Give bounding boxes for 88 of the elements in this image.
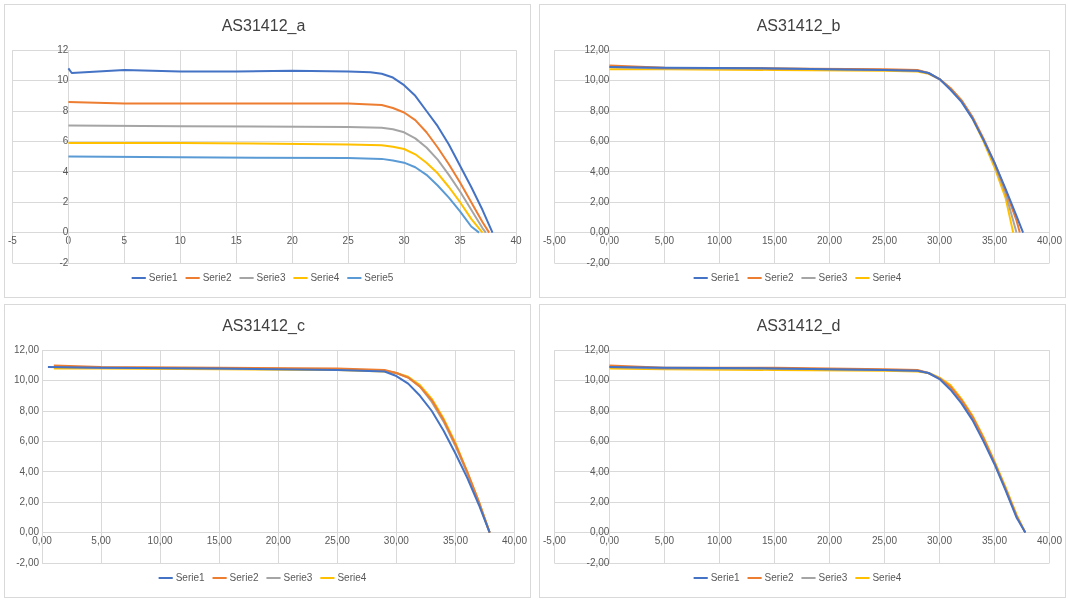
x-tick-label: 10,00: [147, 535, 174, 547]
y-tick-label: 12,00: [584, 43, 610, 55]
y-tick-label: 8: [62, 104, 69, 116]
legend-label: Serie1: [148, 271, 179, 283]
x-tick-label: 15,00: [761, 535, 788, 547]
x-tick-label: 40,00: [501, 535, 528, 547]
legend-label: Serie5: [364, 271, 394, 283]
chart-title: AS31412_a: [221, 17, 306, 36]
y-tick-label: 6,00: [589, 135, 610, 147]
legend-label: Serie2: [202, 271, 232, 283]
y-tick-label: -2,00: [586, 256, 610, 268]
y-tick-label: 4,00: [19, 465, 40, 477]
legend-label: Serie4: [310, 271, 340, 283]
y-tick-label: 6,00: [589, 435, 610, 447]
y-tick-label: 12: [57, 43, 69, 55]
y-tick-label: 8,00: [589, 404, 610, 416]
legend-label: Serie4: [872, 571, 902, 583]
x-tick-label: 5: [121, 235, 128, 247]
x-tick-label: 15: [230, 235, 243, 247]
x-tick-label: 20,00: [265, 535, 292, 547]
x-tick-label: 30,00: [383, 535, 410, 547]
y-tick-label: 0,00: [589, 226, 610, 238]
x-tick-label: 25,00: [871, 535, 898, 547]
legend-label: Serie4: [872, 271, 902, 283]
legend-label: Serie2: [229, 571, 259, 583]
y-tick-label: 6,00: [19, 435, 40, 447]
x-tick-label: 10,00: [706, 535, 733, 547]
y-tick-label: 0,00: [589, 526, 610, 538]
x-tick-label: 40,00: [1036, 235, 1063, 247]
legend-label: Serie4: [337, 571, 367, 583]
x-tick-label: 15,00: [206, 535, 233, 547]
x-tick-label: -5: [7, 235, 18, 247]
x-tick-label: 35,00: [442, 535, 469, 547]
x-tick-label: 30,00: [926, 235, 953, 247]
x-tick-label: 20,00: [816, 235, 843, 247]
x-tick-label: -5,00: [543, 235, 567, 247]
y-tick-label: 10: [57, 74, 69, 86]
y-tick-label: -2: [59, 256, 69, 268]
x-tick-label: 30: [398, 235, 411, 247]
legend-label: Serie3: [283, 571, 313, 583]
x-tick-label: 20,00: [816, 535, 843, 547]
y-tick-label: 2,00: [589, 495, 610, 507]
legend-label: Serie3: [818, 271, 848, 283]
x-tick-label: 40,00: [1036, 535, 1063, 547]
y-tick-label: -2,00: [586, 556, 610, 568]
x-tick-label: 5,00: [91, 535, 112, 547]
x-tick-label: 10: [174, 235, 187, 247]
chart-title: AS31412_c: [222, 317, 305, 336]
legend-label: Serie1: [175, 571, 206, 583]
x-tick-label: 35: [454, 235, 467, 247]
x-tick-label: 15,00: [761, 235, 788, 247]
y-tick-label: 10,00: [13, 374, 40, 386]
legend-label: Serie3: [256, 271, 286, 283]
x-tick-label: 40: [510, 235, 522, 247]
y-tick-label: -2,00: [16, 556, 40, 568]
chart-title: AS31412_b: [756, 17, 841, 36]
x-tick-label: 5,00: [654, 535, 675, 547]
y-tick-label: 8,00: [589, 104, 610, 116]
y-tick-label: 4,00: [589, 165, 610, 177]
x-tick-label: 0,00: [32, 535, 53, 547]
y-tick-label: 0,00: [19, 526, 40, 538]
x-tick-label: 35,00: [981, 235, 1008, 247]
x-tick-label: 25: [342, 235, 355, 247]
y-tick-label: 12,00: [584, 343, 610, 355]
y-tick-label: 2,00: [19, 495, 40, 507]
y-tick-label: 2,00: [589, 195, 610, 207]
y-tick-label: 10,00: [584, 374, 610, 386]
y-tick-label: 10,00: [584, 74, 610, 86]
x-tick-label: -5,00: [543, 535, 567, 547]
legend-label: Serie2: [764, 571, 794, 583]
legend-label: Serie1: [710, 571, 741, 583]
y-tick-label: 6: [62, 135, 69, 147]
legend-label: Serie3: [818, 571, 848, 583]
x-tick-label: 25,00: [871, 235, 898, 247]
x-tick-label: 35,00: [981, 535, 1008, 547]
y-tick-label: 8,00: [19, 404, 40, 416]
x-tick-label: 30,00: [926, 535, 953, 547]
legend-label: Serie1: [710, 271, 741, 283]
x-tick-label: 20: [286, 235, 299, 247]
y-tick-label: 2: [62, 195, 69, 207]
y-tick-label: 4,00: [589, 465, 610, 477]
y-tick-label: 12,00: [13, 343, 40, 355]
x-tick-label: 10,00: [706, 235, 733, 247]
legend-label: Serie2: [764, 271, 794, 283]
y-tick-label: 4: [62, 165, 69, 177]
chart-title: AS31412_d: [756, 317, 841, 336]
x-tick-label: 25,00: [324, 535, 351, 547]
x-tick-label: 5,00: [654, 235, 675, 247]
